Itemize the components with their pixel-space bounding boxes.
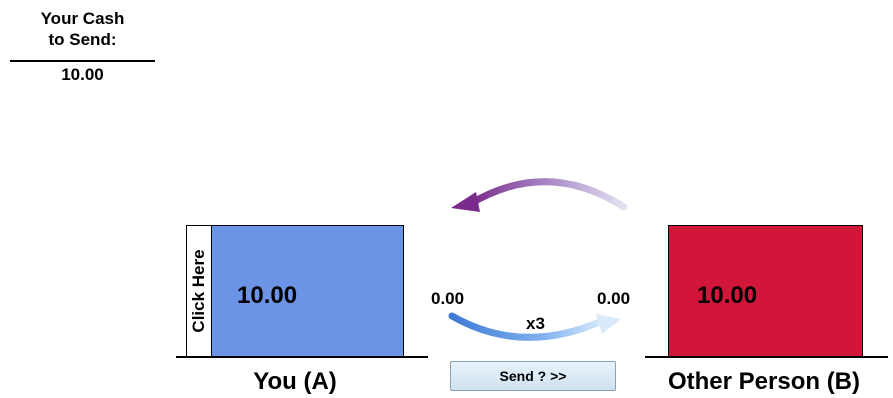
cash-title-line1: Your Cash bbox=[40, 9, 125, 28]
cash-to-send-value: 10.00 bbox=[61, 65, 104, 84]
cash-to-send-title: Your Cash to Send: bbox=[10, 8, 155, 50]
return-arrowhead-icon bbox=[451, 192, 480, 212]
amount-received: 0.00 bbox=[597, 289, 631, 308]
amount-sent: 0.00 bbox=[431, 289, 465, 308]
click-here-tab[interactable]: Click Here bbox=[186, 225, 212, 357]
return-arrow-icon bbox=[466, 178, 628, 211]
send-arrowhead-icon bbox=[596, 314, 621, 334]
multiplier-label: x3 bbox=[526, 314, 545, 333]
send-button[interactable]: Send ? >> bbox=[450, 361, 616, 391]
send-arrow-icon bbox=[448, 312, 606, 341]
click-here-label: Click Here bbox=[189, 249, 208, 333]
player-b-name: Other Person (B) bbox=[667, 368, 861, 395]
player-b-baseline bbox=[645, 356, 888, 358]
cash-title-line2: to Send: bbox=[48, 30, 117, 49]
player-a-name: You (A) bbox=[253, 368, 337, 395]
player-a-amount: 10.00 bbox=[237, 282, 298, 309]
player-b-box bbox=[668, 225, 863, 357]
cash-divider bbox=[10, 60, 155, 62]
player-a-baseline bbox=[176, 356, 428, 358]
player-b-amount: 10.00 bbox=[697, 282, 758, 309]
